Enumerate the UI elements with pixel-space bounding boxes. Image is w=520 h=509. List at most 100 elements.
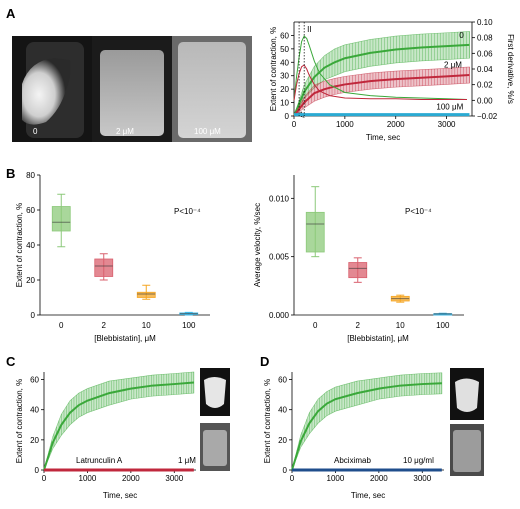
y-tick-label: 0 (35, 466, 40, 475)
x-tick-label: 0 (292, 120, 297, 129)
x-tick-label: 10 (142, 321, 151, 330)
x-tick-label: 3000 (165, 474, 183, 483)
chart-c-legend-conc: 1 μM (178, 456, 196, 465)
series-line-control (291, 382, 442, 471)
clot-c-control (204, 377, 226, 408)
clot-d-abciximab (453, 430, 481, 472)
x-tick-label: 100 (436, 321, 450, 330)
chart-b-extent: Extent of contraction, % [Blebbistatin],… (15, 171, 210, 343)
y-tick-label: 30 (280, 72, 289, 81)
chart-a-y2label: First derivative, %/s (506, 34, 515, 104)
chart-b1-ylabel: Extent of contraction, % (15, 203, 24, 288)
clot-photos: 0 2 μM 100 μM (12, 36, 252, 142)
panel-label-c: C (6, 354, 16, 369)
chart-b2-pvalue: P<10⁻⁴ (405, 207, 432, 216)
y-tick-label: 0 (31, 311, 36, 320)
x-tick-label: 10 (396, 321, 405, 330)
x-tick-label: 2000 (370, 474, 388, 483)
chart-a: Extent of contraction, % First derivativ… (269, 18, 515, 142)
chart-d-legend-conc: 10 μg/ml (403, 456, 434, 465)
y-tick-label: 40 (30, 406, 39, 415)
x-tick-label: 3000 (413, 474, 431, 483)
y-tick-label: 40 (26, 241, 35, 250)
chart-d: Extent of contraction, % Time, sec Abcix… (263, 372, 444, 500)
contracted-clot (22, 58, 71, 125)
derivative-line-0 (293, 35, 467, 101)
chart-b1-pvalue: P<10⁻⁴ (174, 207, 201, 216)
chart-d-ylabel: Extent of contraction, % (263, 379, 272, 464)
y-tick-label: 20 (30, 436, 39, 445)
series-line-2-μM (293, 74, 470, 117)
y-tick-label: 40 (280, 58, 289, 67)
box-2 (348, 262, 368, 279)
chart-c: Extent of contraction, % Time, sec Latru… (15, 371, 196, 500)
y-tick-label: 0 (283, 466, 288, 475)
photo-label-100um: 100 μM (194, 127, 221, 136)
x-tick-label: 2000 (387, 120, 405, 129)
y2-tick-label: 0.02 (477, 81, 493, 90)
x-tick-label: 0 (42, 474, 47, 483)
x-tick-label: 0 (59, 321, 64, 330)
photos-d (450, 368, 484, 476)
x-tick-label: 2 (102, 321, 107, 330)
y-tick-label: 20 (280, 85, 289, 94)
photo-label-0: 0 (33, 127, 38, 136)
chart-b1-xlabel: [Blebbistatin], μM (94, 334, 156, 343)
y-tick-label: 20 (26, 276, 35, 285)
x-tick-label: 1000 (336, 120, 354, 129)
chart-b2-ylabel: Average velocity, %/sec (253, 203, 262, 287)
series-label-100um: 100 μM (436, 102, 463, 111)
y2-tick-label: 0.00 (477, 96, 493, 105)
y-tick-label: 80 (26, 171, 35, 180)
clot-c-latrunculin (203, 430, 227, 466)
y-tick-label: 50 (280, 45, 289, 54)
y-tick-label: 60 (280, 31, 289, 40)
uncontracted-clot (178, 42, 246, 138)
panel-label-a: A (6, 6, 16, 21)
y-tick-label: 0 (285, 112, 290, 121)
x-tick-label: 0 (313, 321, 318, 330)
photos-c (200, 368, 230, 471)
photo-label-2um: 2 μM (116, 127, 134, 136)
chart-a-marker-ii: II (307, 25, 311, 34)
chart-b2-xlabel: [Blebbistatin], μM (347, 334, 409, 343)
chart-d-legend-name: Abciximab (334, 456, 371, 465)
y2-tick-label: 0.06 (477, 49, 493, 58)
chart-c-legend-name: Latrunculin A (76, 456, 123, 465)
derivative-line-2-μM (293, 64, 467, 101)
chart-c-xlabel: Time, sec (103, 491, 137, 500)
chart-d-xlabel: Time, sec (351, 491, 385, 500)
y-tick-label: 40 (278, 406, 287, 415)
series-label-0: 0 (459, 31, 464, 40)
panel-label-b: B (6, 166, 15, 181)
y2-tick-label: 0.04 (477, 65, 493, 74)
chart-a-ylabel: Extent of contraction, % (269, 27, 278, 112)
y2-tick-label: −0.02 (477, 112, 498, 121)
box-10 (136, 291, 156, 298)
y2-tick-label: 0.08 (477, 34, 493, 43)
box-0 (51, 206, 71, 232)
chart-a-xlabel: Time, sec (366, 133, 400, 142)
y-tick-label: 0.000 (269, 311, 290, 320)
y-tick-label: 0.005 (269, 253, 290, 262)
box-0 (305, 211, 325, 253)
x-tick-label: 0 (290, 474, 295, 483)
x-tick-label: 3000 (438, 120, 456, 129)
partially-contracted-clot (100, 50, 164, 136)
x-tick-label: 1000 (327, 474, 345, 483)
series-line-control (43, 381, 194, 471)
series-line-0 (293, 43, 470, 117)
x-tick-label: 2 (356, 321, 361, 330)
x-tick-label: 2000 (122, 474, 140, 483)
y2-tick-label: 0.10 (477, 18, 493, 27)
y-tick-label: 0.010 (269, 194, 290, 203)
box-2 (94, 258, 114, 277)
series-label-2um: 2 μM (444, 61, 462, 70)
y-tick-label: 10 (280, 99, 289, 108)
y-tick-label: 60 (278, 376, 287, 385)
y-tick-label: 60 (30, 376, 39, 385)
chart-c-ylabel: Extent of contraction, % (15, 379, 24, 464)
panel-label-d: D (260, 354, 269, 369)
x-tick-label: 1000 (79, 474, 97, 483)
